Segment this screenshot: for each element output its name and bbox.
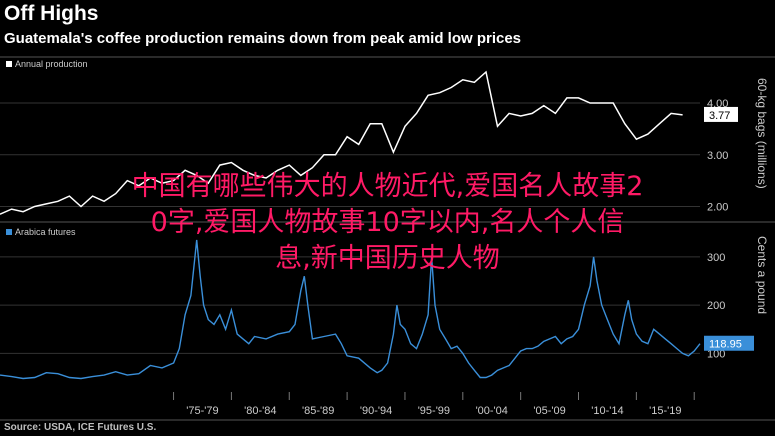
xtick-label: '85-'89 (302, 405, 334, 417)
legend-swatch-production (6, 61, 12, 67)
xtick-label: '10-'14 (591, 405, 623, 417)
last-value-badge-futures (704, 335, 754, 351)
ytick-label-futures: 300 (707, 252, 725, 264)
xtick-label: '05-'09 (533, 405, 565, 417)
source-note: Source: USDA, ICE Futures U.S. (4, 422, 157, 433)
xtick-label: '95-'99 (418, 405, 450, 417)
chart-subtitle: Guatemala's coffee production remains do… (4, 30, 522, 47)
xtick-label: '75-'79 (186, 405, 218, 417)
chart-title: Off Highs (4, 2, 99, 25)
series-line-futures (0, 239, 701, 380)
ylabel-futures: Cents a pound (755, 236, 769, 314)
ytick-label-futures: 100 (707, 348, 725, 360)
series-line-production (0, 70, 683, 215)
ytick-label-futures: 200 (707, 300, 725, 312)
ytick-label-production: 3.00 (707, 150, 728, 162)
xtick-label: '00-'04 (476, 405, 508, 417)
xtick-label: '15-'19 (649, 405, 681, 417)
overlay-text-line-3: 息,新中国历史人物 (275, 243, 500, 274)
overlay-text-line-2: 0字,爱国人物故事10字以内,名人个人信 (150, 207, 625, 238)
legend-label-futures: Arabica futures (15, 227, 76, 237)
xtick-label: '80-'84 (244, 405, 276, 417)
xtick-label: '90-'94 (360, 405, 392, 417)
ytick-label-production: 2.00 (707, 201, 728, 213)
last-value-label-production: 3.77 (709, 110, 730, 122)
legend-swatch-futures (6, 229, 12, 235)
last-value-badge-production (704, 106, 738, 122)
legend-label-production: Annual production (15, 59, 88, 69)
overlay-text-line-1: 中国有哪些伟大的人物近代,爱国名人故事2 (131, 171, 644, 202)
ylabel-production: 60-kg bags (millions) (755, 78, 769, 189)
last-value-label-futures: 118.95 (709, 339, 742, 351)
